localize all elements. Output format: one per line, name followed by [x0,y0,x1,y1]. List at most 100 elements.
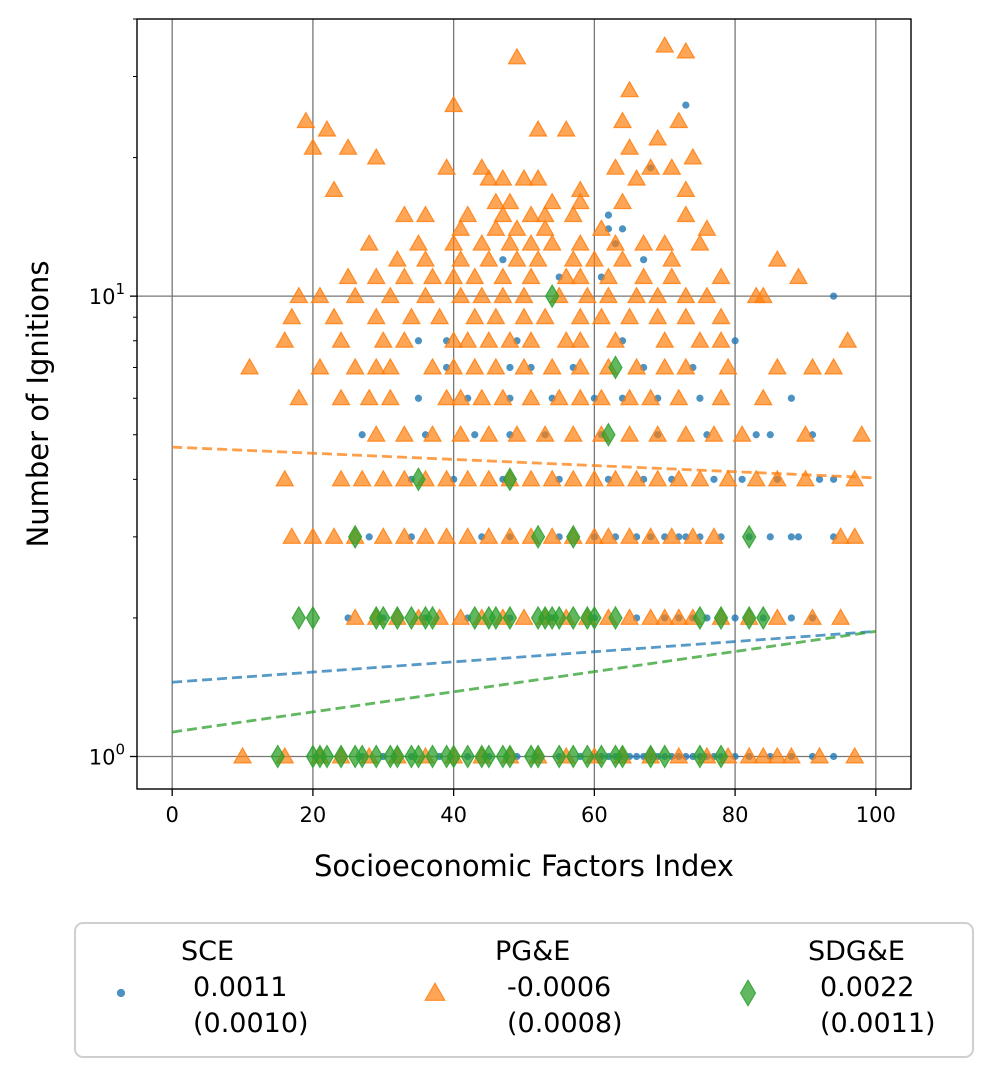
pge-legend-label: (0.0008) [507,1008,623,1039]
pge-point [605,331,626,348]
sdge-point [601,422,616,447]
pge-point [612,192,633,210]
pge-point [303,527,323,544]
pge-point [753,286,773,304]
pge-point [380,286,400,304]
pge-point [458,331,478,348]
pge-point [507,425,527,442]
pge-point [387,249,407,267]
pge-point [493,168,513,186]
pge-point [634,267,654,285]
pge-point [641,527,661,544]
pge-point [627,168,647,186]
sce-point [414,394,423,402]
pge-point [303,138,323,155]
sdge-point [502,467,518,492]
pge-point [795,425,815,442]
pge-point [521,267,541,285]
pge-point [802,357,823,375]
pge-point [676,205,696,223]
sce-point [618,225,627,233]
x-tick-label: 100 [856,803,896,827]
pge-point [521,233,541,251]
sdge-point [446,744,461,769]
pge-point [338,267,358,285]
sce-trend-line [172,629,876,684]
pge-point [373,331,393,348]
pge-point [394,205,414,223]
sdge-point [369,744,384,769]
pge-point [408,233,428,251]
pge-point [345,357,365,375]
pge-point [233,746,253,764]
pge-point [753,388,773,406]
sce-point [604,211,613,219]
pge-point [627,286,647,304]
sdge-point [390,605,405,631]
sdge-point [615,744,630,769]
x-tick-label: 40 [440,803,467,827]
sdge-point [425,744,440,769]
pge-point [570,388,590,406]
sdge-point [544,283,560,309]
sce-point [815,475,824,483]
pge-point [556,119,576,137]
sce-point [787,614,795,622]
pge-point [430,307,450,325]
pge-point [627,357,647,375]
sdge-point [354,744,370,769]
pge-point [422,357,443,375]
pge-point [711,388,731,406]
pge-point [465,267,485,285]
pge-point [584,249,604,267]
pge-point [394,469,414,487]
sdge-point [319,744,335,769]
pge-point [570,192,590,210]
pge-point [345,608,365,625]
pge-point [528,249,548,267]
sdge-point [270,744,285,769]
pge-point [451,388,471,406]
pge-trend-line [172,445,876,480]
sdge-point [305,605,321,631]
pge-point [620,527,640,544]
pge-point [683,147,703,165]
pge-point [444,267,464,285]
pge-point [669,469,689,487]
pge-point [366,147,386,165]
y-tick-label: 101 [89,280,125,309]
pge-point [669,388,689,406]
pge-point [394,331,414,348]
pge-point [535,425,555,442]
pge-point [676,307,696,325]
pge-point [366,307,386,325]
pge-point [570,180,590,198]
pge-point [465,307,485,325]
pge-point [493,205,513,223]
pge-point [753,746,773,764]
pge-point [415,205,436,223]
sce-point [794,533,803,541]
sce-point [830,292,838,300]
pge-point [444,95,464,113]
pge-point [493,286,513,304]
pge-point [437,158,457,175]
sdge-point [713,605,729,631]
sdge-legend-label: 0.0022 [820,972,914,1003]
sce-point [632,752,641,761]
sdge-legend-label: (0.0011) [820,1008,936,1039]
sdge-point [713,744,729,769]
sdge-point [566,744,581,769]
pge-point [718,357,738,375]
pge-point [563,469,583,487]
pge-point [676,180,696,198]
pge-point [240,357,260,375]
pge-point [444,357,464,375]
pge-point [795,469,815,487]
pge-point [676,41,696,59]
pge-point [704,425,724,442]
sce-point [682,101,690,109]
pge-legend-label: PG&E [495,936,570,967]
pge-point [514,357,534,375]
sdge-legend-label: SDG&E [808,936,905,967]
